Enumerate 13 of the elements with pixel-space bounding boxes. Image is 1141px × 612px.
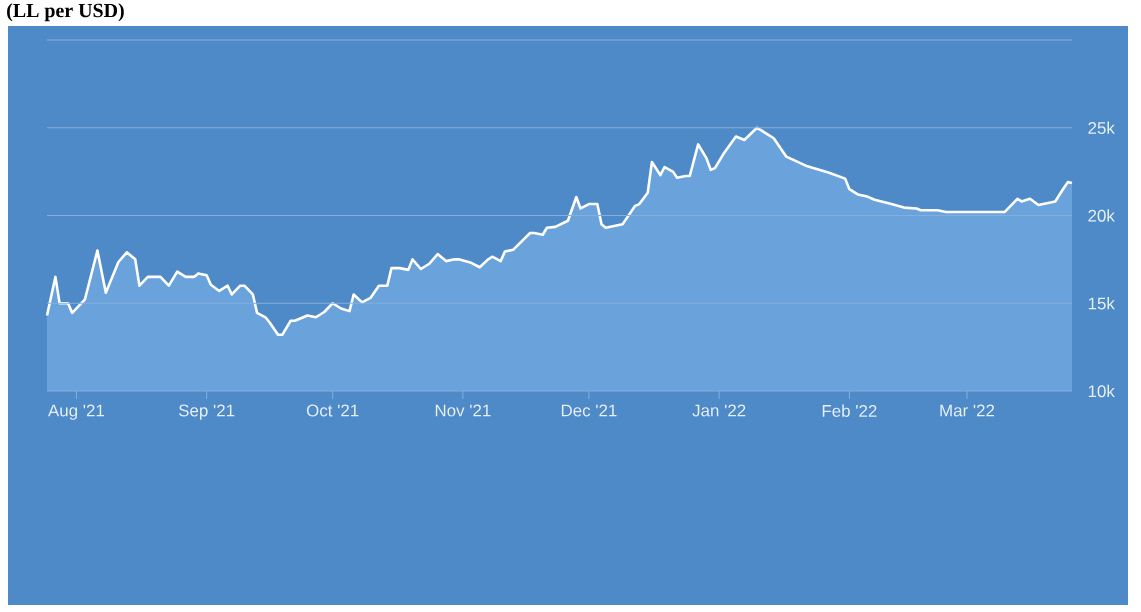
x-tick-label: Dec '21	[561, 404, 617, 417]
y-tick-label: 25k	[1088, 121, 1115, 134]
x-tick-label: Nov '21	[435, 404, 491, 417]
x-tick-label: Feb '22	[822, 404, 877, 417]
chart-title: (LL per USD)	[7, 3, 124, 22]
x-tick-label: Oct '21	[306, 404, 359, 417]
x-tick-label: Sep '21	[178, 404, 235, 420]
x-tick-label: Mar '22	[940, 404, 995, 417]
y-tick-label: 10k	[1088, 384, 1115, 398]
x-tick-label: Jan '22	[692, 404, 746, 417]
x-tick-label: Aug '21	[47, 404, 105, 420]
y-tick-label: 15k	[1088, 297, 1115, 310]
y-tick-label: 20k	[1088, 209, 1115, 222]
